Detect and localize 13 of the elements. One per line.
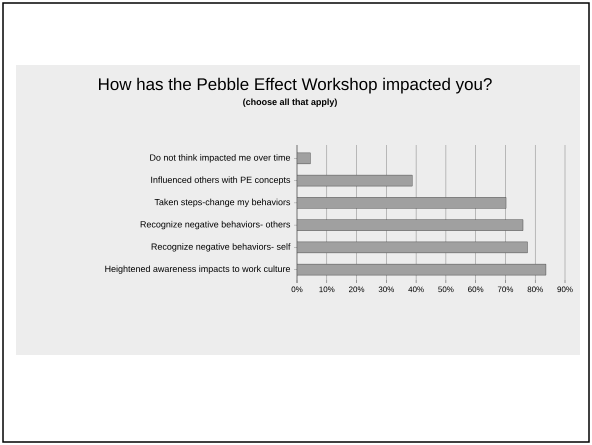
chart-subtitle: (choose all that apply) xyxy=(243,98,337,107)
y-tick-label: Influenced others with PE concepts xyxy=(151,176,290,185)
bar xyxy=(297,219,524,231)
bar xyxy=(297,264,546,276)
bar xyxy=(297,174,412,186)
chart-title: How has the Pebble Effect Workshop impacted you? xyxy=(99,78,492,94)
y-tick-label: Recognize negative behaviors- self xyxy=(152,243,290,252)
y-tick-label: Do not think impacted me over time xyxy=(150,154,290,163)
bar xyxy=(297,197,506,209)
y-tick-label: Heightened awareness impacts to work culture xyxy=(105,265,290,274)
y-tick-label: Taken steps-change my behaviors xyxy=(154,198,290,208)
bar xyxy=(297,242,528,254)
y-tick-label: Recognize negative behaviors- others xyxy=(140,220,290,230)
